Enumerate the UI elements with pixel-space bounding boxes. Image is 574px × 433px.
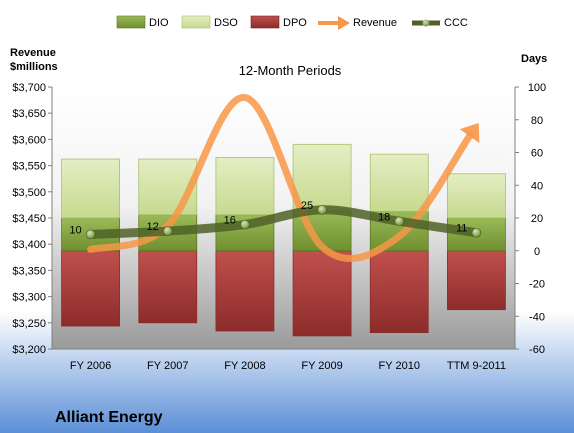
legend-marker-ccc bbox=[422, 19, 430, 27]
bar-dpo bbox=[215, 250, 275, 332]
left-tick-label: $3,350 bbox=[12, 265, 46, 277]
legend-label-revenue: Revenue bbox=[353, 17, 397, 29]
bar-dso bbox=[215, 157, 275, 216]
ccc-data-label: 25 bbox=[301, 200, 313, 212]
bar-dpo bbox=[447, 250, 506, 311]
bar-layer bbox=[61, 143, 506, 337]
ccc-point bbox=[317, 205, 327, 215]
chart-subtitle: 12-Month Periods bbox=[239, 63, 342, 78]
left-tick-label: $3,300 bbox=[12, 292, 46, 304]
legend-label-dio: DIO bbox=[149, 17, 169, 29]
bar-dpo bbox=[369, 250, 429, 334]
left-tick-label: $3,700 bbox=[12, 82, 46, 94]
category-label: FY 2010 bbox=[379, 360, 420, 372]
bar-dso bbox=[447, 173, 506, 219]
left-tick-label: $3,200 bbox=[12, 344, 46, 356]
ccc-point bbox=[240, 219, 250, 230]
company-name: Alliant Energy bbox=[55, 409, 163, 426]
category-label: FY 2008 bbox=[224, 360, 265, 372]
ccc-data-label: 18 bbox=[378, 211, 390, 223]
ccc-point bbox=[85, 229, 96, 240]
legend-item-revenue: Revenue bbox=[318, 16, 397, 30]
bar-dso bbox=[61, 158, 120, 219]
legend-item-dso: DSO bbox=[181, 15, 238, 29]
left-tick-label: $3,600 bbox=[12, 134, 46, 146]
left-axis-title-line2: $millions bbox=[10, 61, 58, 73]
ccc-line bbox=[86, 205, 481, 239]
left-axis-title-line1: Revenue bbox=[10, 47, 56, 59]
left-tick-label: $3,250 bbox=[12, 318, 46, 330]
arrow-icon bbox=[338, 16, 350, 30]
ccc-point bbox=[471, 227, 482, 238]
legend-swatch-dio bbox=[116, 15, 146, 29]
category-label: FY 2006 bbox=[70, 360, 111, 372]
right-tick-label: -40 bbox=[529, 311, 545, 323]
category-label: TTM 9-2011 bbox=[447, 360, 506, 372]
left-tick-label: $3,400 bbox=[12, 239, 46, 251]
right-tick-label: -60 bbox=[529, 344, 545, 356]
right-axis-ticks: -60 -40 -20 0 20 40 60 80 100 bbox=[515, 82, 546, 356]
right-tick-label: 100 bbox=[528, 82, 546, 94]
revenue-arrowhead bbox=[459, 123, 480, 144]
right-tick-label: 0 bbox=[534, 246, 540, 258]
bar-dso bbox=[369, 153, 429, 212]
ccc-point bbox=[162, 226, 173, 236]
legend-swatch-dpo bbox=[250, 15, 280, 29]
revenue-layer bbox=[87, 93, 480, 262]
right-tick-label: 80 bbox=[531, 115, 543, 127]
bar-dpo bbox=[61, 250, 120, 327]
revenue-line bbox=[87, 93, 474, 262]
right-tick-label: 40 bbox=[531, 180, 543, 192]
category-labels: FY 2006 FY 2007 FY 2008 FY 2009 FY 2010 TTM 9… bbox=[70, 360, 506, 372]
legend-swatch-dso bbox=[181, 15, 211, 29]
bar-dpo bbox=[292, 250, 352, 337]
legend-item-dpo: DPO bbox=[250, 15, 307, 29]
ccc-data-label: 10 bbox=[69, 224, 81, 236]
category-label: FY 2009 bbox=[301, 360, 342, 372]
legend: DIO DSO DPO Revenue CCC bbox=[116, 15, 468, 30]
right-tick-label: 60 bbox=[531, 148, 543, 160]
ccc-layer: 10 12 16 25 18 11 bbox=[69, 200, 482, 240]
legend-item-dio: DIO bbox=[116, 15, 169, 29]
legend-label-ccc: CCC bbox=[444, 17, 468, 29]
legend-label-dso: DSO bbox=[214, 17, 238, 29]
bar-dpo bbox=[138, 250, 198, 324]
left-tick-label: $3,500 bbox=[12, 187, 46, 199]
right-tick-label: -20 bbox=[529, 279, 545, 291]
legend-item-ccc: CCC bbox=[412, 17, 468, 29]
ccc-data-label: 16 bbox=[224, 215, 236, 227]
bar-dso bbox=[292, 143, 352, 211]
right-tick-label: 20 bbox=[531, 213, 543, 225]
right-axis-title: Days bbox=[521, 53, 547, 65]
ccc-point bbox=[394, 216, 405, 227]
ccc-data-label: 12 bbox=[147, 221, 159, 233]
left-axis-ticks: $3,200 $3,250 $3,300 $3,350 $3,400 $3,450 $3,5… bbox=[12, 82, 52, 356]
left-tick-label: $3,650 bbox=[12, 108, 46, 120]
left-tick-label: $3,550 bbox=[12, 161, 46, 173]
category-label: FY 2007 bbox=[147, 360, 188, 372]
left-tick-label: $3,450 bbox=[12, 213, 46, 225]
legend-label-dpo: DPO bbox=[283, 17, 307, 29]
ccc-data-label: 11 bbox=[456, 223, 467, 235]
